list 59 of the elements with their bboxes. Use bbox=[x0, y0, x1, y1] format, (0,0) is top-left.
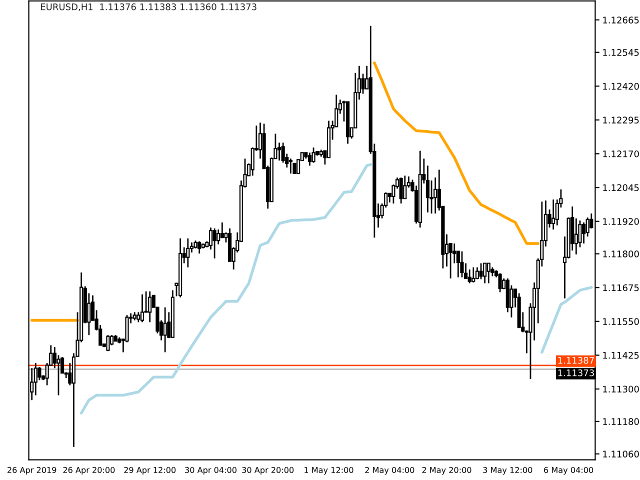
candlestick bbox=[468, 268, 472, 284]
candlestick bbox=[399, 176, 403, 204]
x-tick-label: 3 May 12:00 bbox=[483, 466, 532, 475]
candlestick bbox=[140, 294, 144, 323]
candlestick bbox=[312, 146, 316, 164]
x-tick-label: 2 May 20:00 bbox=[422, 466, 472, 475]
candlestick bbox=[216, 228, 220, 246]
candlestick bbox=[106, 334, 110, 352]
candlestick bbox=[56, 354, 60, 396]
candlestick bbox=[34, 362, 38, 396]
y-tick-label: 1.11675 bbox=[603, 284, 639, 292]
candlestick bbox=[136, 312, 140, 323]
candlestick bbox=[498, 272, 502, 293]
candlestick bbox=[198, 240, 202, 254]
y-tick-label: 1.11180 bbox=[603, 418, 639, 425]
ref-line-label: 1.11373 bbox=[558, 369, 594, 376]
x-tick-label: 6 May 04:00 bbox=[544, 466, 594, 475]
x-tick-label: 26 Apr 2019 bbox=[8, 466, 56, 475]
y-tick-label: 1.11550 bbox=[603, 318, 639, 325]
x-tick-label: 26 Apr 20:00 bbox=[63, 466, 115, 475]
candlestick bbox=[552, 198, 556, 230]
candlestick bbox=[163, 306, 167, 353]
candlestick bbox=[582, 222, 586, 244]
y-tick-label: 1.11920 bbox=[603, 218, 639, 225]
y-tick-label: 1.12045 bbox=[603, 184, 639, 192]
candlestick bbox=[434, 176, 438, 214]
candlestick bbox=[148, 290, 152, 323]
candlestick bbox=[479, 262, 483, 280]
candlestick bbox=[483, 262, 487, 284]
candlestick bbox=[472, 266, 476, 284]
y-tick-label: 1.12545 bbox=[603, 49, 639, 56]
candlestick bbox=[574, 218, 578, 256]
x-tick-label: 1 May 12:00 bbox=[304, 466, 354, 475]
x-tick-label: 29 Apr 12:00 bbox=[124, 466, 176, 475]
y-tick-label: 1.12170 bbox=[603, 150, 639, 158]
candlestick bbox=[460, 250, 464, 278]
chart-title: EURUSD,H1 1.11376 1.11383 1.11360 1.11373 bbox=[41, 3, 256, 12]
candlestick bbox=[186, 238, 190, 268]
candlestick bbox=[220, 222, 224, 238]
ref-line-label: 1.11387 bbox=[558, 356, 594, 364]
candlestick bbox=[212, 228, 216, 260]
y-tick-label: 1.12665 bbox=[603, 16, 639, 24]
x-tick-label: 2 May 04:00 bbox=[365, 466, 414, 475]
candlestick bbox=[38, 366, 42, 381]
y-tick-label: 1.11800 bbox=[603, 250, 639, 258]
candlestick bbox=[361, 73, 365, 94]
x-tick-label: 30 Apr 04:00 bbox=[185, 466, 236, 475]
x-tick-label: 30 Apr 20:00 bbox=[242, 466, 294, 475]
y-tick-label: 1.11425 bbox=[603, 352, 639, 359]
y-tick-label: 1.12420 bbox=[603, 82, 639, 90]
candlestick bbox=[486, 262, 490, 284]
y-tick-label: 1.12295 bbox=[603, 116, 639, 124]
candlestick bbox=[292, 162, 296, 174]
candlestick bbox=[403, 174, 407, 200]
y-tick-label: 1.11300 bbox=[603, 386, 639, 393]
candlestick bbox=[288, 158, 292, 174]
candlestick bbox=[281, 142, 285, 164]
candlestick bbox=[308, 152, 312, 166]
y-tick-label: 1.11060 bbox=[603, 450, 639, 458]
